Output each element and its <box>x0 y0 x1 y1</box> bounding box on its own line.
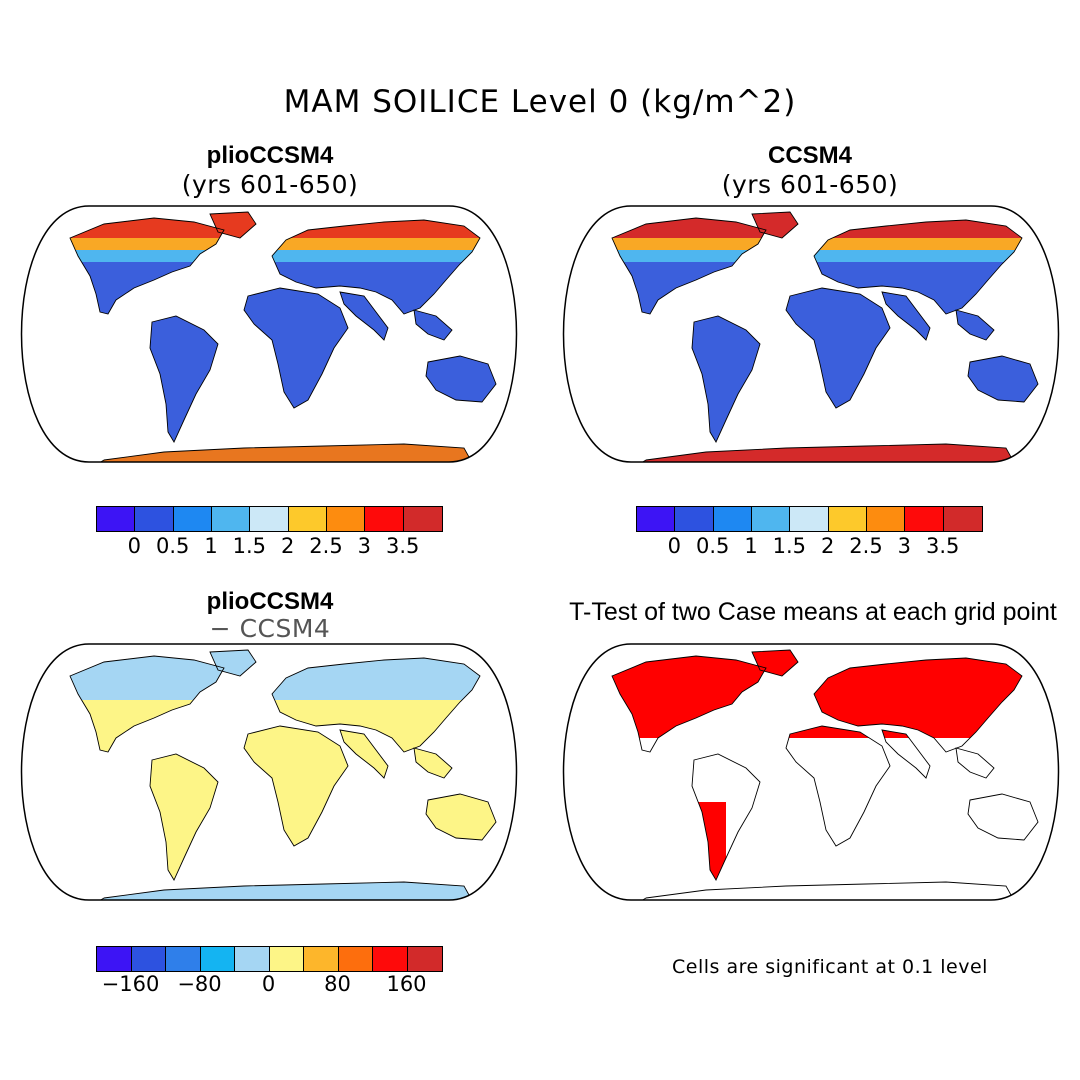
panel1-subtitle: (yrs 601-650) <box>181 170 359 199</box>
colorbar-swatch <box>713 507 752 531</box>
colorbar-tick-label: 3.5 <box>925 534 960 558</box>
panel2-subtitle: (yrs 601-650) <box>721 170 899 199</box>
colorbar-swatch <box>790 507 829 531</box>
colorbar-tick-label: 80 <box>324 972 351 996</box>
colorbar-tick-label: 2.5 <box>849 534 883 558</box>
colorbar-swatch <box>407 947 442 971</box>
colorbar-ccsm4 <box>636 506 983 532</box>
colorbar-tick-label: 1 <box>204 534 218 558</box>
main-title: MAM SOILICE Level 0 (kg/m^2) <box>283 84 797 120</box>
colorbar-tick-label: 0 <box>667 534 682 558</box>
colorbar-swatch <box>365 507 404 531</box>
colorbar-swatch <box>211 507 251 531</box>
colorbar-swatch <box>828 507 867 531</box>
colorbar-swatch <box>338 947 373 971</box>
panel3-title: plioCCSM4 <box>206 588 334 615</box>
panel1-title: plioCCSM4 <box>206 142 334 169</box>
colorbar-tick-label: −80 <box>177 972 222 996</box>
colorbar-plio <box>96 506 443 532</box>
colorbar-difference-labels: −160 −80 0 80 160 <box>96 972 441 998</box>
colorbar-swatch <box>943 507 982 531</box>
colorbar-swatch <box>905 507 944 531</box>
colorbar-swatch <box>304 947 339 971</box>
map-ccsm4 <box>562 205 1060 463</box>
map-ttest <box>562 643 1060 901</box>
colorbar-swatch <box>269 947 304 971</box>
colorbar-swatch <box>637 507 676 531</box>
colorbar-tick-label: 0 <box>261 972 276 996</box>
colorbar-tick-label: 3.5 <box>385 534 420 558</box>
colorbar-tick-label: 0.5 <box>155 534 190 558</box>
colorbar-tick-label: 3 <box>897 534 912 558</box>
colorbar-tick-label: 1.5 <box>772 534 807 558</box>
colorbar-tick-label: 2.5 <box>309 534 343 558</box>
colorbar-tick-label: −160 <box>101 972 160 996</box>
colorbar-swatch <box>166 947 201 971</box>
colorbar-tick-label: 2 <box>280 534 295 558</box>
map-difference <box>20 643 518 901</box>
colorbar-swatch <box>135 507 174 531</box>
significance-note: Cells are significant at 0.1 level <box>672 956 988 978</box>
panel3-subtitle: − CCSM4 <box>209 614 331 643</box>
colorbar-swatch <box>675 507 714 531</box>
colorbar-swatch <box>97 947 132 971</box>
colorbar-swatch <box>235 947 270 971</box>
colorbar-swatch <box>131 947 166 971</box>
colorbar-tick-label: 1 <box>744 534 758 558</box>
colorbar-swatch <box>97 507 136 531</box>
colorbar-swatch <box>250 507 289 531</box>
colorbar-swatch <box>373 947 408 971</box>
colorbar-difference <box>96 946 443 972</box>
colorbar-tick-label: 0 <box>127 534 142 558</box>
colorbar-swatch <box>326 507 366 531</box>
colorbar-swatch <box>751 507 791 531</box>
land-area <box>69 211 497 462</box>
colorbar-plio-labels: 0 0.5 1 1.5 2 2.5 3 3.5 <box>96 534 441 560</box>
colorbar-swatch <box>173 507 212 531</box>
colorbar-tick-label: 3 <box>357 534 372 558</box>
colorbar-swatch <box>866 507 906 531</box>
colorbar-ccsm4-labels: 0 0.5 1 1.5 2 2.5 3 3.5 <box>636 534 981 560</box>
panel2-title: CCSM4 <box>767 142 852 169</box>
colorbar-tick-label: 2 <box>820 534 835 558</box>
colorbar-swatch <box>403 507 442 531</box>
colorbar-tick-label: 1.5 <box>232 534 267 558</box>
colorbar-tick-label: 160 <box>386 972 427 996</box>
panel4-title: T-Test of two Case means at each grid po… <box>569 598 1057 626</box>
colorbar-swatch <box>200 947 235 971</box>
colorbar-tick-label: 0.5 <box>695 534 730 558</box>
map-pliocssm4 <box>20 205 518 463</box>
colorbar-swatch <box>288 507 327 531</box>
